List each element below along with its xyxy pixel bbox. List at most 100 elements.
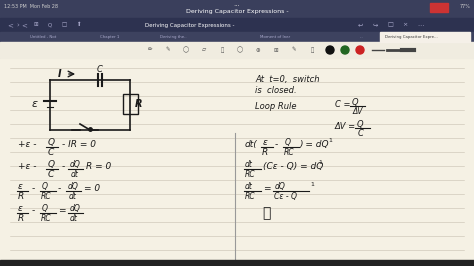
Text: <: < xyxy=(21,22,27,28)
Text: is  closed.: is closed. xyxy=(255,86,297,95)
Bar xyxy=(123,94,138,114)
Text: dQ: dQ xyxy=(275,182,286,191)
Text: Moment of Iner: Moment of Iner xyxy=(260,35,290,39)
Text: ε: ε xyxy=(18,204,23,213)
Text: C: C xyxy=(48,148,54,157)
Text: -: - xyxy=(32,184,35,193)
Text: Cε - Q: Cε - Q xyxy=(274,192,297,201)
Text: ✎: ✎ xyxy=(292,48,296,52)
Bar xyxy=(0,42,474,58)
Text: Q: Q xyxy=(42,204,48,213)
Text: □: □ xyxy=(387,23,393,27)
Text: Q: Q xyxy=(352,98,359,107)
Text: ···: ··· xyxy=(234,3,240,9)
Text: (Cε - Q) = dQ: (Cε - Q) = dQ xyxy=(263,162,323,171)
Text: ...: ... xyxy=(360,35,364,39)
Text: Q: Q xyxy=(48,160,55,169)
Text: Loop Rule: Loop Rule xyxy=(255,102,297,111)
Text: ↪: ↪ xyxy=(373,23,378,27)
Text: RC: RC xyxy=(41,192,52,201)
Text: ΔV =: ΔV = xyxy=(335,122,356,131)
Text: dQ: dQ xyxy=(70,204,81,213)
Text: Deriving Capacitor Expre...: Deriving Capacitor Expre... xyxy=(385,35,438,39)
Text: Q: Q xyxy=(285,138,291,147)
Text: dt: dt xyxy=(71,170,79,179)
Text: RC: RC xyxy=(245,192,255,201)
Bar xyxy=(0,32,474,42)
Text: 77%: 77% xyxy=(460,5,471,10)
Text: ) = dQ: ) = dQ xyxy=(300,140,329,149)
Bar xyxy=(0,0,474,18)
Text: dt: dt xyxy=(70,214,78,223)
Text: - IR = 0: - IR = 0 xyxy=(62,140,96,149)
Text: C: C xyxy=(48,170,54,179)
Text: dQ: dQ xyxy=(70,160,81,169)
Text: 12:53 PM  Mon Feb 28: 12:53 PM Mon Feb 28 xyxy=(4,3,58,9)
Text: ▱: ▱ xyxy=(202,48,206,52)
Text: 📎: 📎 xyxy=(310,47,314,53)
Text: ◯: ◯ xyxy=(237,47,243,53)
Text: +ε -: +ε - xyxy=(18,140,36,149)
Text: =: = xyxy=(263,184,271,193)
Text: C: C xyxy=(358,129,364,138)
Text: 1: 1 xyxy=(318,160,322,165)
Text: Untitled - Not: Untitled - Not xyxy=(30,35,56,39)
Text: RC: RC xyxy=(284,148,295,157)
Text: ⊕: ⊕ xyxy=(255,48,260,52)
Text: □: □ xyxy=(61,23,67,27)
Text: <: < xyxy=(7,22,13,28)
Text: ×: × xyxy=(402,23,408,27)
Text: dt: dt xyxy=(245,182,253,191)
Text: -: - xyxy=(62,162,65,171)
Text: Deriving Capacitor Expressions -: Deriving Capacitor Expressions - xyxy=(186,10,288,15)
Text: -: - xyxy=(58,184,61,193)
Text: ⊞: ⊞ xyxy=(34,23,38,27)
Text: R: R xyxy=(18,214,24,223)
Text: Q: Q xyxy=(48,138,55,147)
Text: R: R xyxy=(135,99,143,109)
Text: ✏: ✏ xyxy=(148,48,152,52)
Text: ✎: ✎ xyxy=(166,48,170,52)
Bar xyxy=(0,18,474,32)
Text: Q: Q xyxy=(48,23,52,27)
Text: ◯: ◯ xyxy=(183,47,189,53)
Text: ⊞: ⊞ xyxy=(273,48,278,52)
Text: ΔV: ΔV xyxy=(352,107,363,116)
Bar xyxy=(0,260,474,266)
Text: =: = xyxy=(58,206,65,215)
Text: At  t=0,  switch: At t=0, switch xyxy=(255,75,319,84)
Text: dQ: dQ xyxy=(68,182,79,191)
Text: -: - xyxy=(32,206,35,215)
Text: R: R xyxy=(18,192,24,201)
Text: dt: dt xyxy=(69,192,77,201)
Text: Q: Q xyxy=(357,120,364,129)
Text: R: R xyxy=(262,148,268,157)
Text: RC: RC xyxy=(41,214,52,223)
Text: ⌣: ⌣ xyxy=(262,206,270,220)
Circle shape xyxy=(356,46,364,54)
Text: Deriving the..: Deriving the.. xyxy=(160,35,187,39)
Text: ↩: ↩ xyxy=(357,23,363,27)
Text: 🔍: 🔍 xyxy=(220,47,224,53)
Text: ⬆: ⬆ xyxy=(76,23,80,27)
Text: 1: 1 xyxy=(310,182,314,187)
Text: = 0: = 0 xyxy=(84,184,100,193)
Text: ε: ε xyxy=(32,99,38,109)
Text: Chapter 1: Chapter 1 xyxy=(100,35,119,39)
Text: 1: 1 xyxy=(328,138,332,143)
Text: I: I xyxy=(58,69,62,79)
Circle shape xyxy=(341,46,349,54)
Text: dt(: dt( xyxy=(245,140,258,149)
Text: Q: Q xyxy=(42,182,48,191)
Text: ε: ε xyxy=(18,182,23,191)
Text: ε: ε xyxy=(263,138,268,147)
Text: C: C xyxy=(97,65,103,74)
Circle shape xyxy=(326,46,334,54)
Text: ›: › xyxy=(17,22,19,28)
Bar xyxy=(430,3,448,12)
Text: Deriving Capacitor Expressions -: Deriving Capacitor Expressions - xyxy=(145,23,235,27)
Text: dt: dt xyxy=(245,160,253,169)
Bar xyxy=(380,32,470,42)
Text: -: - xyxy=(275,140,278,149)
Text: RC: RC xyxy=(245,170,255,179)
